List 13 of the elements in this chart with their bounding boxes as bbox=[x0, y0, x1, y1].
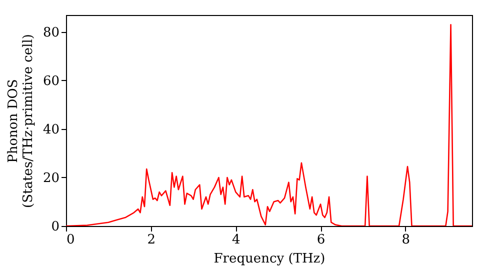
x-tick-label: 0 bbox=[66, 232, 75, 248]
x-tick-label: 6 bbox=[316, 232, 326, 248]
x-tick-label: 8 bbox=[402, 232, 410, 248]
y-tick-label: 80 bbox=[42, 25, 60, 40]
line-series bbox=[66, 24, 472, 226]
x-axis-title: Frequency (THz) bbox=[214, 252, 326, 266]
x-tick-label: 4 bbox=[232, 232, 240, 248]
x-tick-label: 2 bbox=[147, 232, 156, 248]
y-axis-title: Phonon DOS (States/THz·primitive cell) bbox=[6, 34, 36, 208]
y-tick-label: 40 bbox=[42, 122, 60, 138]
y-tick-label: 0 bbox=[51, 220, 60, 234]
y-tick-label: 60 bbox=[42, 74, 60, 89]
y-tick-label: 20 bbox=[42, 170, 60, 186]
